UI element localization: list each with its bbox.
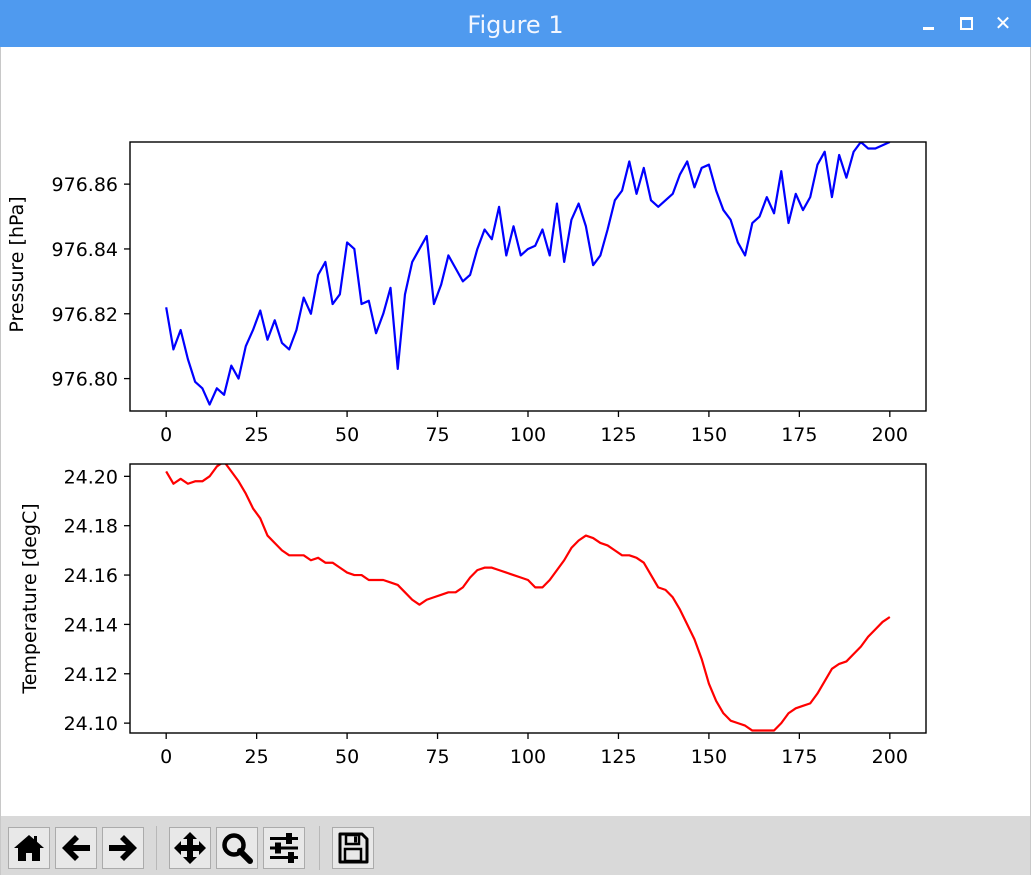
close-icon: ✕: [994, 11, 1012, 35]
configure-subplots-button[interactable]: [263, 827, 305, 869]
window-border-left: [0, 47, 1, 875]
x-tick-label: 75: [425, 424, 449, 446]
x-tick-label: 100: [510, 746, 546, 768]
toolbar-separator: [319, 826, 320, 870]
x-tick-label: 75: [425, 746, 449, 768]
save-button[interactable]: [332, 827, 374, 869]
x-tick-label: 200: [872, 746, 908, 768]
y-tick-label: 976.84: [52, 239, 118, 261]
pan-button[interactable]: [169, 827, 211, 869]
y-tick-label: 24.18: [64, 516, 118, 538]
zoom-button[interactable]: [216, 827, 258, 869]
axes-frame: [129, 141, 927, 412]
toolbar-separator: [156, 826, 157, 870]
axes-frame: [129, 463, 927, 734]
arrow-left-icon: [62, 835, 90, 861]
y-axis-label: Pressure [hPa]: [6, 196, 28, 332]
figure-svg: 0 25 50 75 100 125 150 175 200 976.80 976.82 976.84…: [6, 141, 927, 768]
magnifier-icon: [222, 833, 253, 864]
maximize-icon: [960, 17, 973, 30]
x-tick-label: 175: [781, 746, 817, 768]
x-tick-label: 125: [600, 746, 636, 768]
back-button[interactable]: [55, 827, 97, 869]
subplot-1: 0 25 50 75 100 125 150 175 200 976.80 976.82 976.84…: [6, 141, 927, 446]
y-tick-label: 976.80: [52, 369, 118, 391]
navigation-toolbar: [1, 816, 1030, 875]
x-tick-label: 175: [781, 424, 817, 446]
y-tick-label: 24.16: [64, 565, 118, 587]
subplot-2: 0 25 50 75 100 125 150 175 200 24.10 24.12 24.14 24.…: [19, 463, 927, 768]
floppy-disk-icon: [338, 832, 369, 864]
y-tick-label: 976.82: [52, 304, 118, 326]
x-tick-label: 100: [510, 424, 546, 446]
minimize-button[interactable]: [918, 12, 940, 34]
x-tick-label: 25: [245, 424, 269, 446]
y-axis-label: Temperature [degC]: [19, 503, 41, 694]
move-icon: [174, 832, 206, 864]
x-tick-label: 150: [691, 746, 727, 768]
arrow-right-icon: [109, 835, 137, 861]
series-line-1: [165, 142, 891, 406]
series-line-1: [165, 464, 891, 732]
y-tick-label: 976.86: [52, 174, 118, 196]
x-tick-label: 50: [335, 746, 359, 768]
minimize-icon: [923, 27, 934, 30]
x-tick-label: 25: [245, 746, 269, 768]
sliders-icon: [270, 833, 298, 863]
x-tick-label: 150: [691, 424, 727, 446]
home-icon: [14, 835, 44, 861]
maximize-button[interactable]: [955, 12, 977, 34]
y-tick-label: 24.14: [64, 614, 118, 636]
home-button[interactable]: [8, 827, 50, 869]
window-title: Figure 1: [467, 11, 564, 39]
y-tick-label: 24.12: [64, 664, 118, 686]
y-tick-label: 24.20: [64, 466, 118, 488]
close-button[interactable]: ✕: [992, 12, 1014, 34]
figure-canvas[interactable]: 0 25 50 75 100 125 150 175 200 976.80 976.82 976.84…: [1, 47, 1030, 816]
title-bar[interactable]: Figure 1 ✕: [0, 0, 1031, 47]
x-tick-label: 0: [160, 746, 172, 768]
y-tick-label: 24.10: [64, 713, 118, 735]
forward-button[interactable]: [102, 827, 144, 869]
x-tick-label: 125: [600, 424, 636, 446]
x-tick-label: 200: [872, 424, 908, 446]
x-tick-label: 50: [335, 424, 359, 446]
x-tick-label: 0: [160, 424, 172, 446]
